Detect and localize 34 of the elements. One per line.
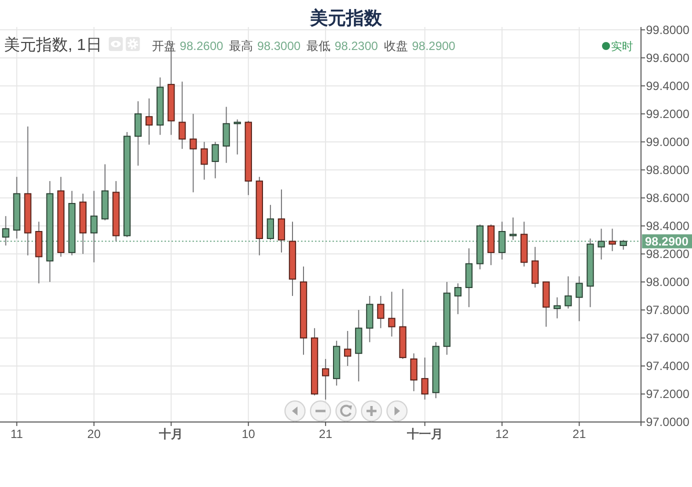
y-tick-label: 98.6000	[646, 190, 690, 205]
x-tick-label: 12	[495, 427, 510, 441]
annotation: 98.3000	[257, 39, 301, 53]
annotation: 实时	[611, 40, 633, 53]
text: 美元指数, 1日	[4, 36, 102, 54]
y-tick-label: 97.8000	[646, 302, 690, 317]
x-tick-label: 20	[87, 427, 101, 441]
y-tick-label: 99.4000	[646, 78, 690, 93]
annotation: 98.2900	[412, 39, 456, 53]
x-tick-label: 21	[318, 427, 333, 441]
chart-title: 美元指数	[309, 8, 383, 28]
y-tick-label: 99.0000	[646, 134, 690, 149]
y-tick-label: 97.2000	[646, 386, 690, 401]
y-tick-label: 99.2000	[646, 106, 690, 121]
x-tick-label: 21	[572, 427, 586, 441]
y-tick-label: 98.2000	[646, 246, 690, 261]
ref-line-label: 98.2900	[642, 234, 692, 248]
x-tick-label: 10	[242, 427, 256, 441]
y-tick-label: 98.4000	[646, 218, 690, 233]
y-tick-label: 99.8000	[646, 22, 690, 37]
x-tick-label: 11	[10, 427, 24, 441]
annotation: 收盘	[384, 39, 408, 53]
annotation: 最高	[229, 39, 254, 53]
x-tick-label: 十一月	[406, 427, 443, 441]
y-tick-label: 98.0000	[646, 274, 690, 289]
annotation: 最低	[306, 39, 331, 53]
y-tick-label: 97.0000	[646, 415, 690, 429]
annotation: 98.2600	[180, 39, 224, 53]
y-tick-label: 98.8000	[646, 162, 690, 177]
y-tick-label: 97.4000	[646, 358, 690, 373]
y-tick-label: 97.6000	[646, 330, 690, 345]
x-tick-label: 十月	[158, 427, 184, 441]
y-tick-label: 99.6000	[646, 50, 690, 65]
annotation: 98.2300	[334, 39, 378, 53]
